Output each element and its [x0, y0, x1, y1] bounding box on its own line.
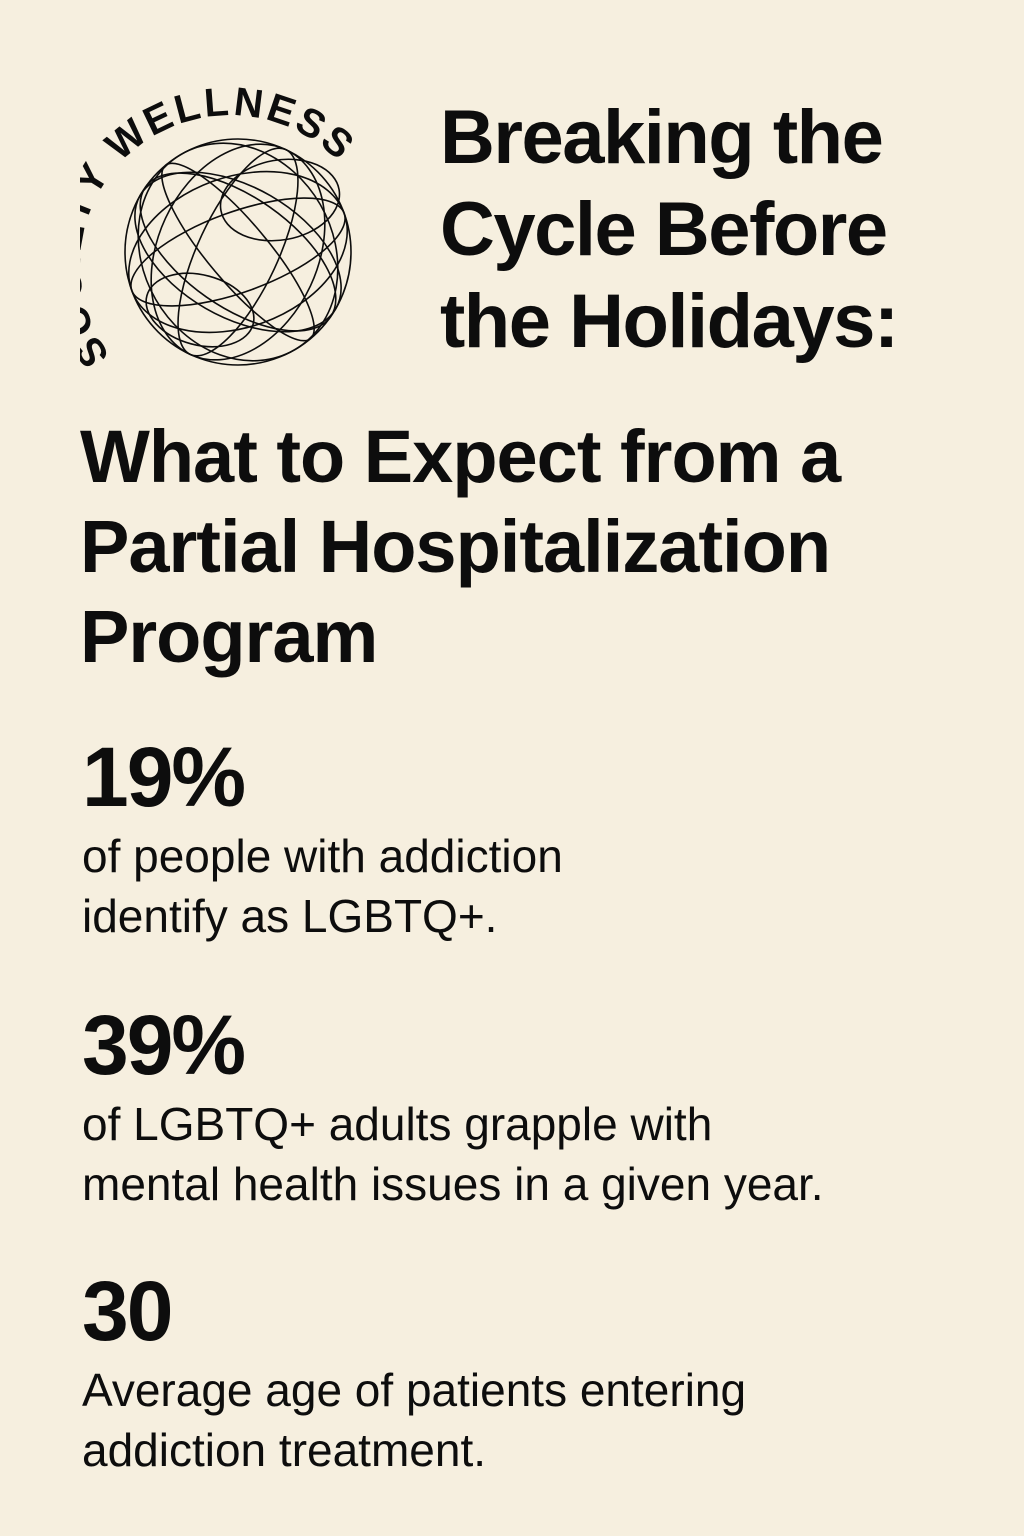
subtitle-line: What to Expect from a: [80, 415, 841, 498]
society-wellness-logo: SOCIETY WELLNESS: [44, 80, 420, 380]
desc-line: identify as LGBTQ+.: [82, 890, 498, 942]
stat-value: 30: [82, 1264, 173, 1358]
title-line: the Holidays:: [440, 279, 899, 364]
title-line: Breaking the: [440, 95, 884, 180]
desc-line: Average age of patients entering: [82, 1364, 747, 1416]
stat-description: of LGBTQ+ adults grapple with mental hea…: [82, 1094, 824, 1214]
stat-block: 39% of LGBTQ+ adults grapple with mental…: [82, 1000, 824, 1214]
stat-description: of people with addiction identify as LGB…: [82, 826, 563, 946]
desc-line: addiction treatment.: [82, 1424, 487, 1476]
stat-block: 30 Average age of patients entering addi…: [82, 1266, 746, 1480]
stat-description: Average age of patients entering addicti…: [82, 1360, 746, 1480]
desc-line: of people with addiction: [82, 830, 563, 882]
wireframe-globe-icon: SOCIETY WELLNESS: [44, 80, 364, 375]
stat-value: 19%: [82, 730, 246, 824]
subtitle-line: Program: [80, 595, 378, 678]
title-line: Cycle Before: [440, 187, 888, 272]
page-subtitle: What to Expect from a Partial Hospitaliz…: [80, 412, 841, 682]
page-title: Breaking the Cycle Before the Holidays:: [440, 92, 899, 368]
desc-line: of LGBTQ+ adults grapple with: [82, 1098, 713, 1150]
subtitle-line: Partial Hospitalization: [80, 505, 831, 588]
stat-block: 19% of people with addiction identify as…: [82, 732, 563, 946]
desc-line: mental health issues in a given year.: [82, 1158, 824, 1210]
stat-value: 39%: [82, 998, 246, 1092]
svg-text:SOCIETY WELLNESS: SOCIETY WELLNESS: [80, 80, 364, 375]
logo-text: SOCIETY WELLNESS: [44, 80, 360, 375]
